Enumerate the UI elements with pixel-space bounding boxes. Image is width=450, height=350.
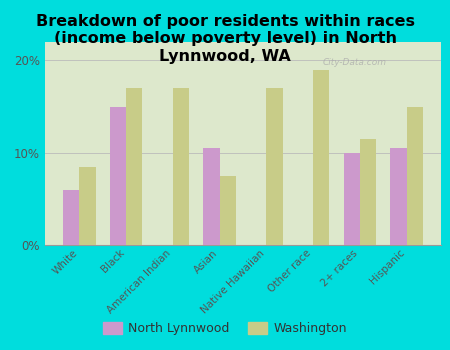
Bar	[173, 88, 189, 245]
Bar	[110, 107, 126, 245]
Bar	[407, 107, 423, 245]
Bar	[126, 88, 143, 245]
Text: City-Data.com: City-Data.com	[322, 58, 386, 67]
Legend: North Lynnwood, Washington: North Lynnwood, Washington	[98, 317, 352, 340]
Bar	[203, 148, 220, 245]
Bar	[220, 176, 236, 245]
Bar	[360, 139, 376, 245]
Bar	[266, 88, 283, 245]
Bar	[63, 190, 79, 245]
Bar	[313, 70, 329, 245]
Text: Breakdown of poor residents within races
(income below poverty level) in North
L: Breakdown of poor residents within races…	[36, 14, 414, 64]
Bar	[79, 167, 96, 245]
Bar	[390, 148, 407, 245]
Bar	[343, 153, 360, 245]
